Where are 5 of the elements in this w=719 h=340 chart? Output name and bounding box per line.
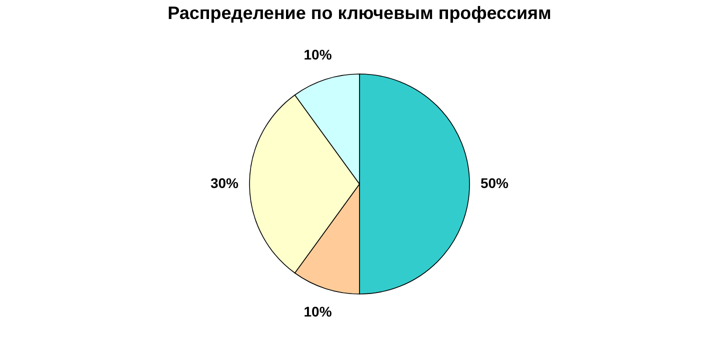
chart-title: Распределение по ключевым профессиям bbox=[168, 3, 552, 23]
data-label: 30% bbox=[210, 175, 240, 191]
data-label: 50% bbox=[480, 175, 510, 191]
data-label: 10% bbox=[304, 46, 332, 63]
data-label: 10% bbox=[304, 303, 332, 320]
